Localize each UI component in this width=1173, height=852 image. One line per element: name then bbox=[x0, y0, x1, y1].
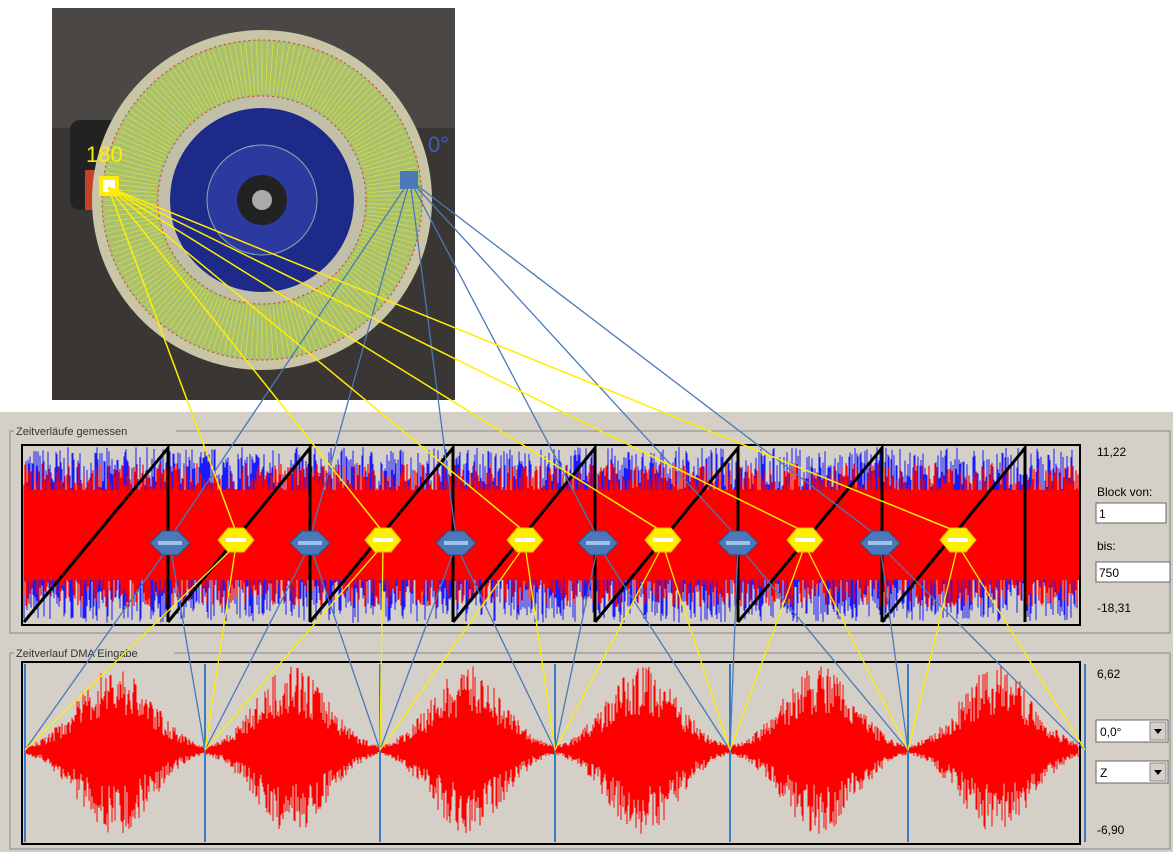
input-block-from[interactable] bbox=[1096, 503, 1166, 523]
dropdown-value[interactable]: Z bbox=[1100, 766, 1107, 780]
y-min: -6,90 bbox=[1097, 823, 1125, 837]
screen: 180 0° Zeitverläufe gemessen 11,22 Block… bbox=[0, 0, 1173, 852]
input-value[interactable]: 750 bbox=[1099, 566, 1119, 580]
panel-title: Zeitverläufe gemessen bbox=[16, 426, 127, 438]
input-value[interactable]: 1 bbox=[1099, 507, 1106, 521]
label-180: 180 bbox=[86, 142, 123, 167]
label: Block von: bbox=[1097, 485, 1152, 499]
dropdown-value[interactable]: 0,0° bbox=[1100, 725, 1122, 739]
y-max: 6,62 bbox=[1097, 667, 1121, 681]
label: bis: bbox=[1097, 539, 1116, 553]
y-min: -18,31 bbox=[1097, 601, 1131, 615]
y-max: 11,22 bbox=[1097, 445, 1126, 459]
label-0: 0° bbox=[428, 132, 449, 157]
